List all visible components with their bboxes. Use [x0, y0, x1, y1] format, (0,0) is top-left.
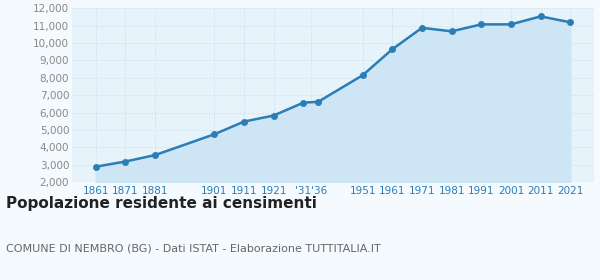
- Point: [565, 20, 575, 25]
- Point: [121, 159, 130, 164]
- Text: Popolazione residente ai censimenti: Popolazione residente ai censimenti: [6, 196, 317, 211]
- Point: [447, 29, 457, 34]
- Point: [150, 153, 160, 157]
- Point: [299, 101, 308, 105]
- Point: [506, 22, 516, 27]
- Text: COMUNE DI NEMBRO (BG) - Dati ISTAT - Elaborazione TUTTITALIA.IT: COMUNE DI NEMBRO (BG) - Dati ISTAT - Ela…: [6, 244, 381, 254]
- Point: [417, 25, 427, 30]
- Point: [269, 113, 278, 118]
- Point: [476, 22, 486, 27]
- Point: [358, 73, 367, 78]
- Point: [91, 164, 101, 169]
- Point: [313, 100, 323, 104]
- Point: [536, 14, 545, 19]
- Point: [388, 47, 397, 52]
- Point: [239, 119, 249, 124]
- Point: [209, 132, 219, 137]
